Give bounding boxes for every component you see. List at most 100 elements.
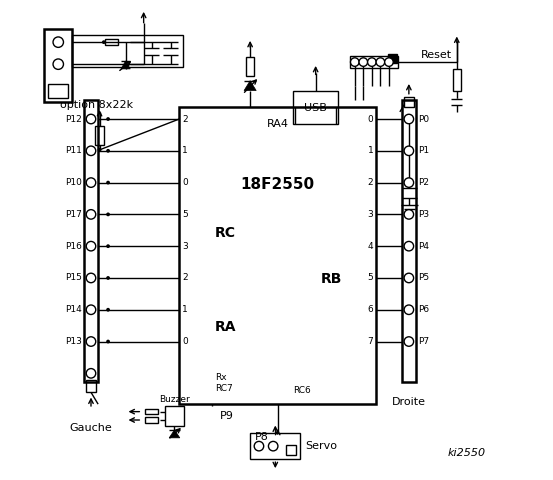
Circle shape (53, 37, 64, 48)
Text: 7: 7 (368, 337, 373, 346)
Text: 0: 0 (368, 115, 373, 123)
Text: P17: P17 (65, 210, 81, 219)
Circle shape (376, 58, 385, 66)
Bar (388, 55, 397, 63)
Bar (144, 409, 158, 415)
Bar (72, 35, 182, 67)
Circle shape (404, 114, 414, 124)
Text: Servo: Servo (305, 441, 337, 451)
Text: P11: P11 (65, 146, 81, 156)
Bar (144, 417, 158, 423)
Text: 0: 0 (182, 178, 188, 187)
Text: P7: P7 (419, 337, 430, 346)
Polygon shape (169, 430, 180, 438)
Circle shape (86, 305, 96, 314)
Circle shape (53, 59, 64, 70)
Text: 0: 0 (182, 337, 188, 346)
Text: P4: P4 (419, 241, 429, 251)
Circle shape (106, 340, 110, 343)
Text: 4: 4 (368, 241, 373, 251)
Text: option 8x22k: option 8x22k (60, 99, 133, 109)
Bar (85, 100, 98, 383)
Text: 3: 3 (368, 210, 373, 219)
Circle shape (102, 40, 106, 44)
Text: Gauche: Gauche (70, 423, 112, 433)
Circle shape (86, 369, 96, 378)
Text: 2: 2 (182, 115, 187, 123)
Circle shape (106, 244, 110, 248)
Text: P12: P12 (65, 115, 81, 123)
Text: RC6: RC6 (294, 386, 311, 395)
Circle shape (106, 149, 110, 153)
Text: RB: RB (321, 272, 342, 286)
Circle shape (368, 58, 376, 66)
Circle shape (86, 178, 96, 187)
Bar (105, 39, 118, 45)
Circle shape (106, 276, 110, 280)
Text: P6: P6 (419, 305, 430, 314)
Text: P15: P15 (65, 274, 81, 282)
Bar (86, 381, 96, 392)
Bar (48, 84, 68, 97)
Circle shape (86, 337, 96, 346)
Text: P5: P5 (419, 274, 430, 282)
Text: P1: P1 (419, 146, 430, 156)
Bar (95, 126, 104, 145)
Text: 1: 1 (182, 305, 188, 314)
Text: RC: RC (215, 226, 236, 240)
Bar (165, 406, 184, 426)
Text: USB: USB (304, 103, 327, 113)
Circle shape (106, 180, 110, 184)
Circle shape (254, 442, 264, 451)
Text: P14: P14 (65, 305, 81, 314)
Circle shape (385, 58, 393, 66)
Bar (402, 100, 415, 383)
Text: 5: 5 (182, 210, 188, 219)
Bar (404, 96, 414, 107)
Bar (251, 433, 300, 459)
Bar (179, 107, 376, 404)
Circle shape (404, 241, 414, 251)
Bar (350, 56, 398, 68)
Text: P0: P0 (419, 115, 430, 123)
Circle shape (404, 178, 414, 187)
Text: Droite: Droite (392, 396, 426, 407)
Text: P16: P16 (65, 241, 81, 251)
Text: RA4: RA4 (267, 119, 289, 129)
Text: 6: 6 (368, 305, 373, 314)
Circle shape (404, 146, 414, 156)
Text: 1: 1 (182, 146, 188, 156)
Circle shape (106, 117, 110, 121)
Text: 1: 1 (368, 146, 373, 156)
Circle shape (404, 273, 414, 283)
Text: Buzzer: Buzzer (159, 395, 190, 404)
Text: Reset: Reset (421, 50, 452, 60)
Text: ki2550: ki2550 (447, 448, 485, 458)
Text: 2: 2 (368, 178, 373, 187)
Circle shape (106, 308, 110, 312)
Circle shape (359, 58, 368, 66)
Text: P9: P9 (220, 411, 234, 421)
Text: P2: P2 (419, 178, 429, 187)
Circle shape (351, 58, 359, 66)
Circle shape (268, 442, 278, 451)
Text: P10: P10 (65, 178, 81, 187)
Circle shape (86, 241, 96, 251)
Text: RA: RA (215, 320, 236, 334)
Bar (286, 445, 296, 456)
Circle shape (86, 273, 96, 283)
Text: P13: P13 (65, 337, 81, 346)
Circle shape (86, 146, 96, 156)
Text: RC7: RC7 (215, 384, 232, 393)
Circle shape (106, 213, 110, 216)
Bar (246, 57, 254, 76)
Text: P3: P3 (419, 210, 430, 219)
Text: P8: P8 (255, 432, 269, 442)
Text: 18F2550: 18F2550 (241, 177, 315, 192)
Circle shape (404, 210, 414, 219)
Circle shape (86, 210, 96, 219)
Circle shape (404, 337, 414, 346)
Text: 2: 2 (182, 274, 187, 282)
Bar (452, 69, 461, 91)
Circle shape (86, 114, 96, 124)
